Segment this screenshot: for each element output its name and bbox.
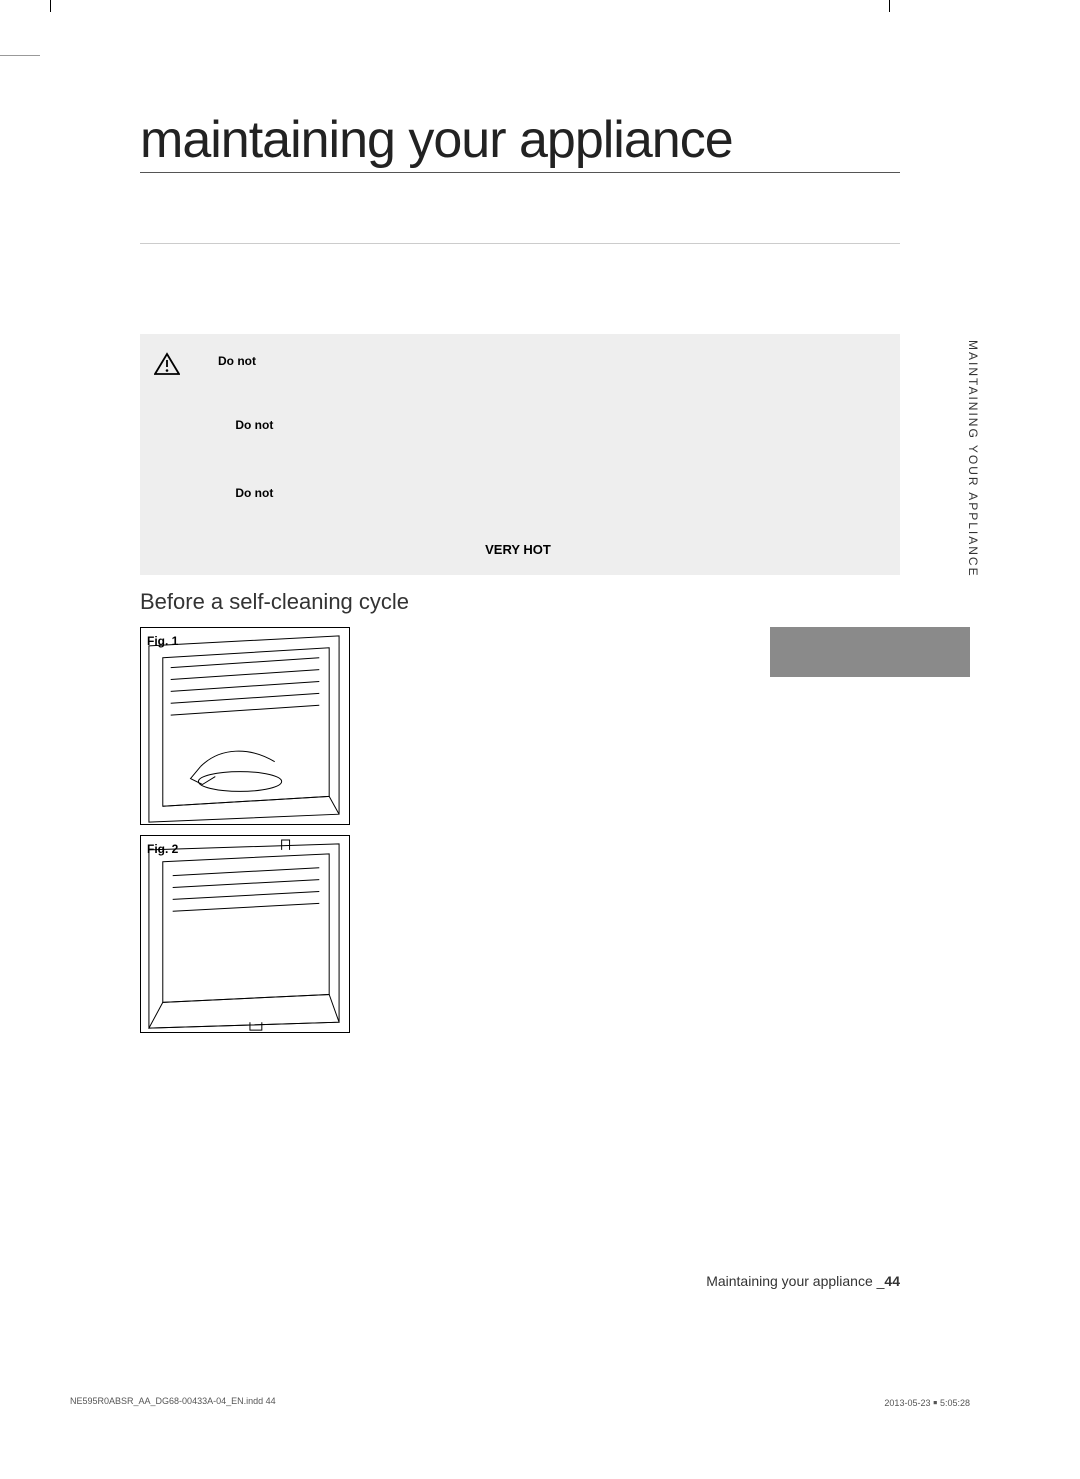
warn-bold: Do not	[235, 418, 273, 432]
figure-2: Fig. 2	[140, 835, 350, 1033]
bullet: •	[374, 831, 384, 849]
instr-text: Wipe up excess spillage before running s…	[390, 665, 657, 683]
bullet: •	[190, 354, 194, 368]
instr-text: Clean the door edge area by hand.	[390, 703, 575, 721]
print-file: NE595R0ABSR_AA_DG68-00433A-04_EN.indd 44	[70, 1396, 276, 1409]
instr-text: Remove all racks and accessories from th…	[390, 627, 652, 645]
instr-text: Wipe any residue from the bottom ledge.	[390, 899, 606, 917]
bullet: •	[374, 899, 384, 917]
bullet	[374, 793, 384, 811]
instr-text: Check the area around the frame (Fig. 2)…	[390, 831, 611, 849]
figure-1: Fig. 1	[140, 627, 350, 825]
bullet: •	[374, 703, 384, 721]
oven-illustration-1	[141, 628, 349, 824]
instr-text: Do not clean the gasket.	[390, 729, 519, 747]
footer-label: Maintaining your appliance _	[706, 1273, 884, 1289]
warn-text: force the oven door open during self-cle…	[256, 354, 504, 368]
side-tab: MAINTAINING YOUR APPLIANCE	[966, 340, 980, 578]
bullet: •	[374, 729, 384, 747]
warn-bold: Do not	[218, 354, 256, 368]
warn-bold: Do not	[235, 486, 273, 500]
page-content: maintaining your appliance • Do not forc…	[140, 110, 900, 1043]
instruction-list: • Remove all racks and accessories from t…	[374, 627, 900, 1043]
bullet: ✓	[374, 665, 384, 683]
warn-text: Do not use oven cleaners or liners in or…	[195, 386, 497, 400]
bullet: •	[374, 627, 384, 645]
page-number: 44	[884, 1273, 900, 1289]
grey-side-box	[770, 627, 970, 677]
section-subhead: Before a self-cleaning cycle	[140, 589, 900, 615]
oven-illustration-2	[141, 836, 349, 1032]
warn-text: leave small children unattended near the…	[273, 418, 551, 432]
page-footer: Maintaining your appliance _44	[140, 1273, 900, 1289]
instr-text: and the oven light is off — ✓	[390, 793, 542, 811]
bullet: •	[224, 418, 228, 432]
warn-text: touch the oven during self-clean.	[273, 486, 450, 500]
warning-box: • Do not force the oven door open during…	[140, 334, 900, 575]
instr-text: Make sure the oven light cover is in pla…	[390, 767, 635, 785]
print-timestamp: 2013-05-23 ￭ 5:05:28	[884, 1396, 970, 1409]
bullet: ✓	[374, 767, 384, 785]
print-footer: NE595R0ABSR_AA_DG68-00433A-04_EN.indd 44…	[70, 1396, 970, 1409]
warning-icon	[154, 352, 180, 381]
page-title: maintaining your appliance	[140, 110, 900, 170]
bullet: •	[224, 486, 228, 500]
horizontal-rule	[140, 243, 900, 244]
